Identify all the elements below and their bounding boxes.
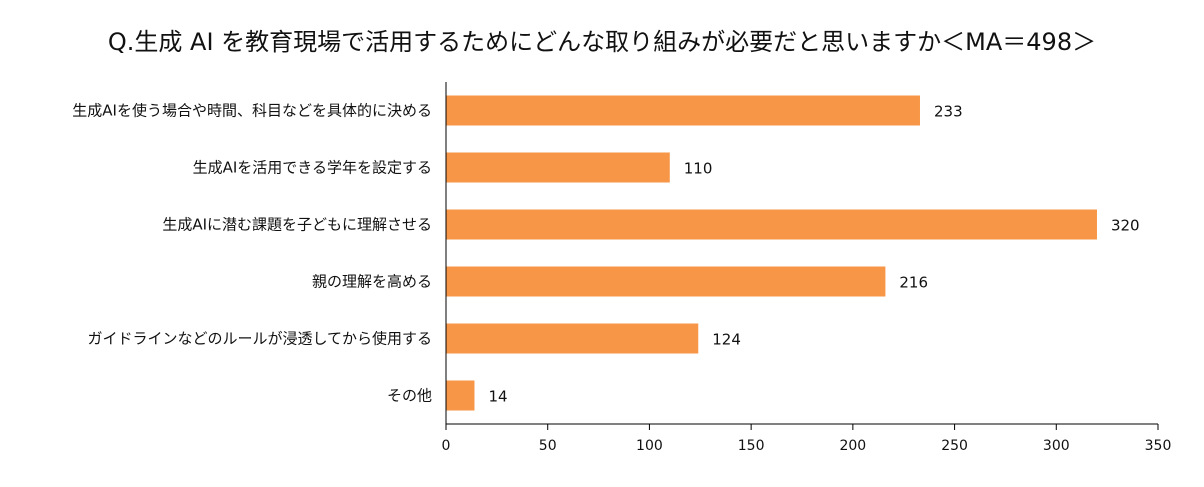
category-label-3: 親の理解を高める	[312, 273, 432, 291]
category-labels: 生成AIを使う場合や時間、科目などを具体的に決める生成AIを活用できる学年を設定…	[72, 102, 432, 405]
category-label-0: 生成AIを使う場合や時間、科目などを具体的に決める	[72, 102, 432, 120]
bar-5	[446, 380, 475, 411]
x-tick-label-4: 200	[839, 438, 866, 454]
x-tick-label-3: 150	[738, 438, 765, 454]
value-label-4: 124	[712, 331, 741, 349]
value-label-3: 216	[899, 274, 928, 292]
x-tick-label-6: 300	[1043, 438, 1070, 454]
category-label-4: ガイドラインなどのルールが浸透してから使用する	[87, 330, 432, 348]
category-label-1: 生成AIを活用できる学年を設定する	[193, 159, 432, 177]
value-labels: 233 110 320 216 124 14	[488, 103, 1139, 406]
bar-4	[446, 323, 699, 354]
value-label-5: 14	[488, 388, 507, 406]
chart-title: Q.生成 AI を教育現場で活用するためにどんな取り組みが必要だと思いますか＜M…	[108, 28, 1096, 56]
x-tick-label-2: 100	[636, 438, 663, 454]
value-label-0: 233	[934, 103, 963, 121]
value-label-2: 320	[1111, 217, 1140, 235]
bar-3	[446, 266, 886, 297]
bar-1	[446, 152, 670, 183]
x-tick-label-5: 250	[941, 438, 968, 454]
x-axis: 0 50 100 150 200 250 300 350	[442, 423, 1172, 454]
category-label-2: 生成AIに潜む課題を子どもに理解させる	[162, 216, 432, 234]
bar-0	[446, 95, 920, 126]
bars-group	[446, 95, 1097, 411]
value-label-1: 110	[684, 160, 713, 178]
category-label-5: その他	[387, 387, 432, 405]
x-tick-label-7: 350	[1145, 438, 1172, 454]
x-tick-label-0: 0	[442, 438, 451, 454]
x-tick-label-1: 50	[539, 438, 557, 454]
bar-2	[446, 209, 1097, 240]
